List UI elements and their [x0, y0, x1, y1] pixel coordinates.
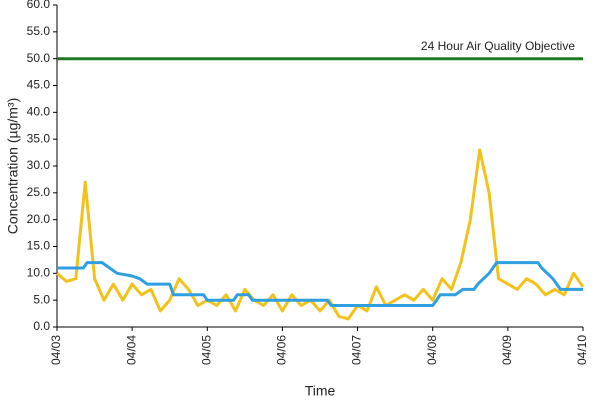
- y-tick-label: 50.0: [27, 51, 51, 65]
- y-tick-label: 25.0: [27, 185, 51, 199]
- x-tick-label: 04/07: [350, 335, 364, 365]
- x-tick-label: 04/10: [575, 335, 589, 365]
- x-tick-label: 04/09: [500, 335, 514, 365]
- annotation: 24 Hour Air Quality Objective: [421, 39, 575, 53]
- y-tick-label: 20.0: [27, 212, 51, 226]
- x-tick-label: 04/04: [124, 335, 138, 365]
- y-tick-label: 60.0: [27, 0, 51, 11]
- x-tick-label: 04/08: [425, 335, 439, 365]
- x-axis-label: Time: [305, 383, 336, 399]
- y-tick-label: 40.0: [27, 105, 51, 119]
- y-tick-label: 45.0: [27, 78, 51, 92]
- y-tick-label: 30.0: [27, 158, 51, 172]
- x-tick-label: 04/05: [199, 335, 213, 365]
- y-axis-label: Concentration (µg/m³): [5, 98, 21, 234]
- x-tick-label: 04/03: [49, 335, 63, 365]
- y-tick-label: 10.0: [27, 266, 51, 280]
- y-tick-label: 15.0: [27, 239, 51, 253]
- y-tick-label: 5.0: [33, 292, 50, 306]
- y-tick-label: 0.0: [33, 319, 50, 333]
- series-line: [56, 148, 585, 321]
- y-tick-label: 35.0: [27, 131, 51, 145]
- y-tick-label: 55.0: [27, 24, 51, 38]
- x-tick-label: 04/06: [275, 335, 289, 365]
- series-line: [57, 261, 583, 307]
